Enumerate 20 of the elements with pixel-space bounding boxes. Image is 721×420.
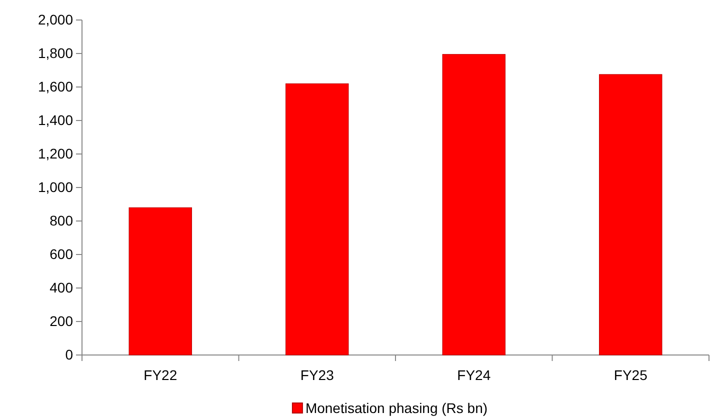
- y-tick-label: 400: [50, 279, 74, 296]
- bar: [599, 74, 662, 356]
- y-tick-label: 1,400: [38, 112, 74, 128]
- x-tick-label: FY25: [614, 367, 648, 383]
- y-tick-label: 800: [50, 212, 74, 228]
- y-tick-label: 1,600: [38, 78, 74, 94]
- x-tick-label: FY24: [457, 367, 491, 383]
- x-tick-label: FY22: [144, 367, 178, 383]
- legend-label: Monetisation phasing (Rs bn): [305, 400, 488, 416]
- x-tick-label: FY23: [300, 367, 334, 383]
- y-tick-label: 1,800: [38, 44, 74, 61]
- y-tick-label: 600: [50, 246, 74, 262]
- y-tick-label: 1,000: [38, 178, 74, 195]
- bar: [128, 207, 192, 356]
- y-tick-label: 0: [65, 346, 74, 362]
- y-tick-label: 1,200: [38, 145, 74, 162]
- y-tick-label: 2,000: [38, 11, 74, 28]
- bar: [442, 54, 506, 356]
- y-tick-label: 200: [50, 312, 74, 329]
- bar: [286, 83, 349, 356]
